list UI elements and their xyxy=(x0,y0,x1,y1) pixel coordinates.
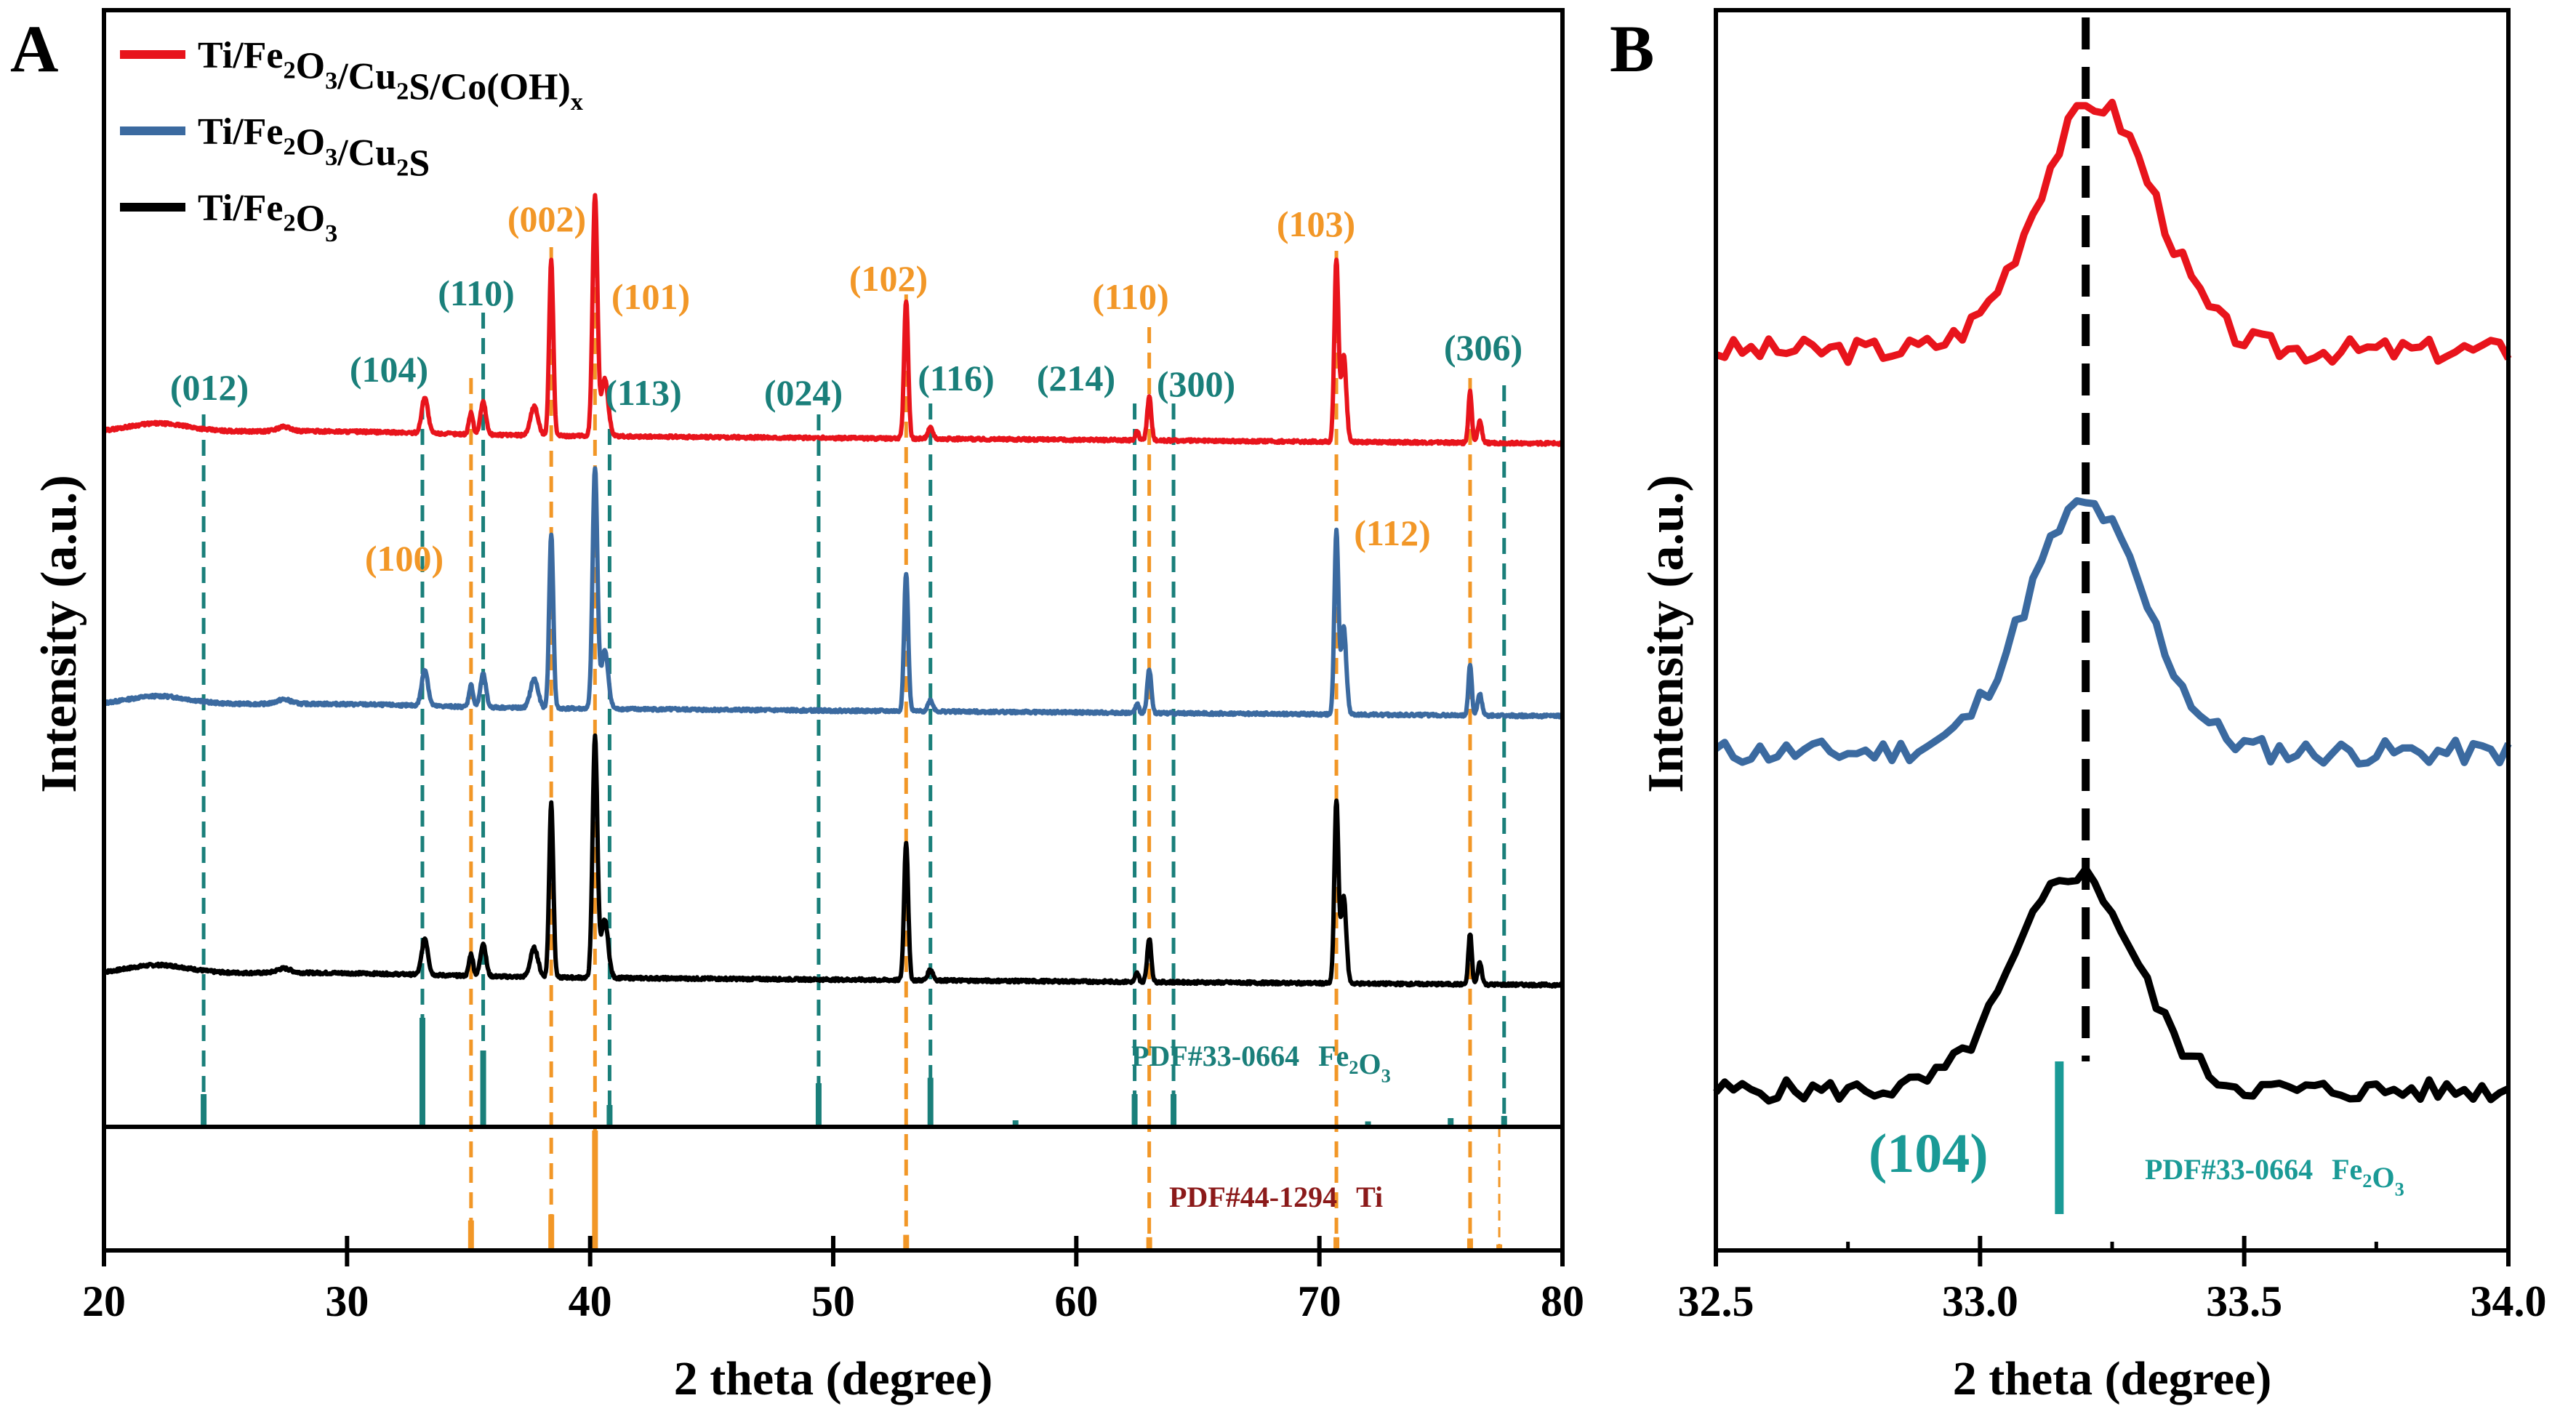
ti-hkl-label: (100) xyxy=(365,538,444,579)
panel-b-ylabel: Intensity (a.u.) xyxy=(1638,475,1694,793)
fe2o3-hkl-label: (214) xyxy=(1037,358,1115,398)
fe2o3-hkl-label: (300) xyxy=(1157,363,1235,404)
legend-label: Ti/Fe2O3 xyxy=(198,188,337,247)
panel-a-xlabel: 2 theta (degree) xyxy=(674,1352,993,1405)
x-tick-label: 32.5 xyxy=(1678,1277,1754,1325)
panel-b: B (104) PDF#33-0664 Fe2O3 32.5 33.0 33.5 34.… xyxy=(1610,8,2547,1405)
x-tick-label: 33.5 xyxy=(2206,1277,2282,1325)
curve-ti-fe2o3-cu2s-coohx xyxy=(102,193,1565,447)
ti-hkl-label: (002) xyxy=(507,198,586,239)
x-tick-label: 60 xyxy=(1054,1277,1098,1325)
panel-b-frame xyxy=(1714,8,2511,1253)
pdf-fe2o3-label-a: PDF#33-0664 Fe2O3 xyxy=(1131,1040,1391,1086)
ti-hkl-label: (110) xyxy=(1092,276,1169,317)
fe2o3-hkl-label: (110) xyxy=(438,273,515,313)
ti-hkl-label: (103) xyxy=(1277,204,1355,244)
x-tick-label: 70 xyxy=(1298,1277,1341,1325)
reference-bars xyxy=(201,1018,1507,1250)
zoom-curves xyxy=(1713,98,2512,1105)
fe2o3-hkl-label: (024) xyxy=(764,372,843,413)
ti-hkl-label: (102) xyxy=(849,258,928,299)
fe2o3-hkl-label: (104) xyxy=(350,349,428,390)
panel-a: A (012) (104)(110)(113) (024) (116) (214) (30… xyxy=(10,8,1584,1405)
x-tick-label: 33.0 xyxy=(1942,1277,2018,1325)
curve-ti-fe2o3 xyxy=(102,733,1565,989)
curve-ti-fe2o3-cu2s xyxy=(102,466,1565,720)
fe2o3-hkl-label: (113) xyxy=(605,372,682,413)
zoom-curve-ti-fe2o3 xyxy=(1713,865,2511,1105)
fe2o3-hkl-label: (306) xyxy=(1444,327,1522,368)
zoom-curve-ti-fe2o3-cu2s-coohx xyxy=(1714,98,2512,366)
panel-b-xlabel: 2 theta (degree) xyxy=(1953,1352,2272,1405)
zoom-curve-ti-fe2o3-cu2s xyxy=(1714,497,2512,768)
x-axis-ticks-b: 32.5 33.0 33.5 34.0 xyxy=(1678,1236,2547,1325)
legend-label: Ti/Fe2O3/Cu2S xyxy=(198,111,430,185)
peak-label-104: (104) xyxy=(1869,1123,1989,1184)
panel-a-letter: A xyxy=(10,12,58,86)
ti-hkl-label: (101) xyxy=(611,276,690,317)
hkl-labels: (012) (104)(110)(113) (024) (116) (214) (300)… xyxy=(170,198,1522,579)
legend: Ti/Fe2O3/Cu2S/Co(OH)xTi/Fe2O3/Cu2STi/Fe2… xyxy=(120,35,583,247)
ti-hkl-label: (112) xyxy=(1354,513,1431,553)
x-tick-label: 20 xyxy=(82,1277,126,1325)
panel-a-ylabel: Intensity (a.u.) xyxy=(31,475,87,793)
panel-b-letter: B xyxy=(1610,12,1654,86)
x-tick-label: 34.0 xyxy=(2471,1277,2547,1325)
x-tick-label: 50 xyxy=(811,1277,855,1325)
legend-label: Ti/Fe2O3/Cu2S/Co(OH)x xyxy=(198,35,583,116)
reference-dashed-lines xyxy=(201,211,1506,1250)
x-tick-label: 30 xyxy=(325,1277,369,1325)
xrd-curves xyxy=(102,193,1565,989)
x-axis-ticks: 20 30 40 50 60 70 80 xyxy=(82,1236,1584,1325)
pdf-fe2o3-label-b: PDF#33-0664 Fe2O3 xyxy=(2145,1153,2404,1200)
fe2o3-hkl-label: (116) xyxy=(918,358,995,398)
pdf-ti-label: PDF#44-1294 Ti xyxy=(1169,1181,1383,1213)
fe2o3-hkl-label: (012) xyxy=(170,367,249,408)
x-tick-label: 80 xyxy=(1541,1277,1584,1325)
x-tick-label: 40 xyxy=(569,1277,612,1325)
